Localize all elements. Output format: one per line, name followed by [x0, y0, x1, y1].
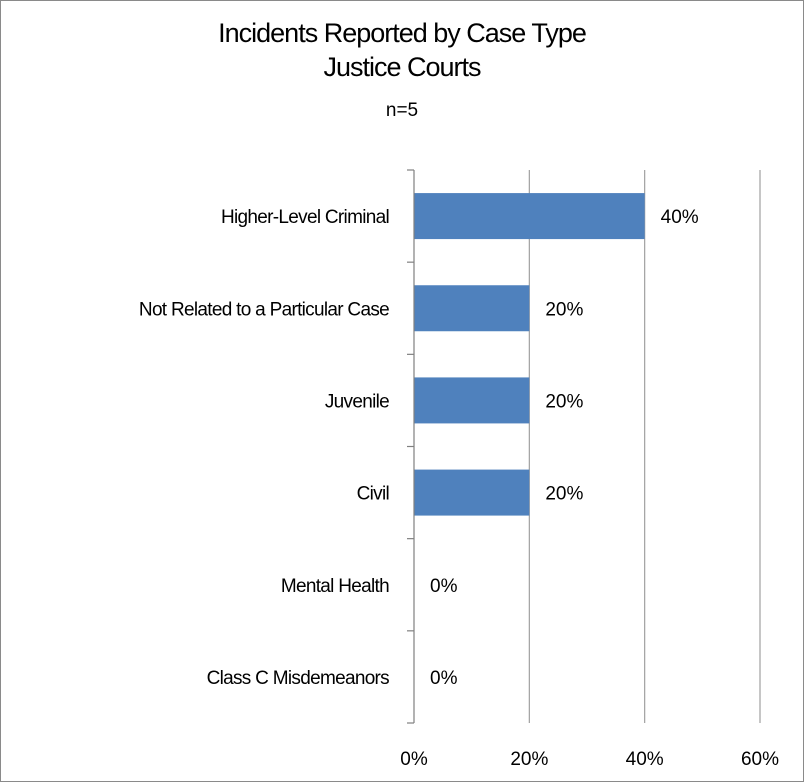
chart-title: Incidents Reported by Case Type — [218, 18, 587, 48]
data-label-4: 0% — [430, 576, 458, 597]
data-label-0: 40% — [661, 207, 699, 228]
chart-sample-size: n=5 — [385, 100, 419, 121]
category-label-1: Not Related to a Particular Case — [139, 299, 389, 320]
category-label-3: Civil — [357, 484, 389, 505]
data-label-2: 20% — [545, 391, 583, 412]
bar-2 — [414, 377, 530, 424]
x-tick-label-2: 40% — [626, 749, 664, 770]
category-label-0: Higher-Level Criminal — [221, 207, 389, 228]
data-label-3: 20% — [545, 484, 583, 505]
x-tick-label-1: 20% — [510, 749, 548, 770]
data-label-1: 20% — [545, 299, 583, 320]
category-label-2: Juvenile — [325, 391, 389, 412]
data-label-5: 0% — [430, 668, 458, 689]
category-label-5: Class C Misdemeanors — [207, 668, 390, 689]
x-tick-label-3: 60% — [741, 749, 779, 770]
bar-3 — [414, 469, 530, 516]
x-tick-label-0: 0% — [400, 749, 428, 770]
bar-1 — [414, 285, 530, 332]
category-label-4: Mental Health — [281, 576, 389, 597]
chart-subtitle: Justice Courts — [323, 52, 481, 82]
bar-0 — [414, 193, 645, 240]
